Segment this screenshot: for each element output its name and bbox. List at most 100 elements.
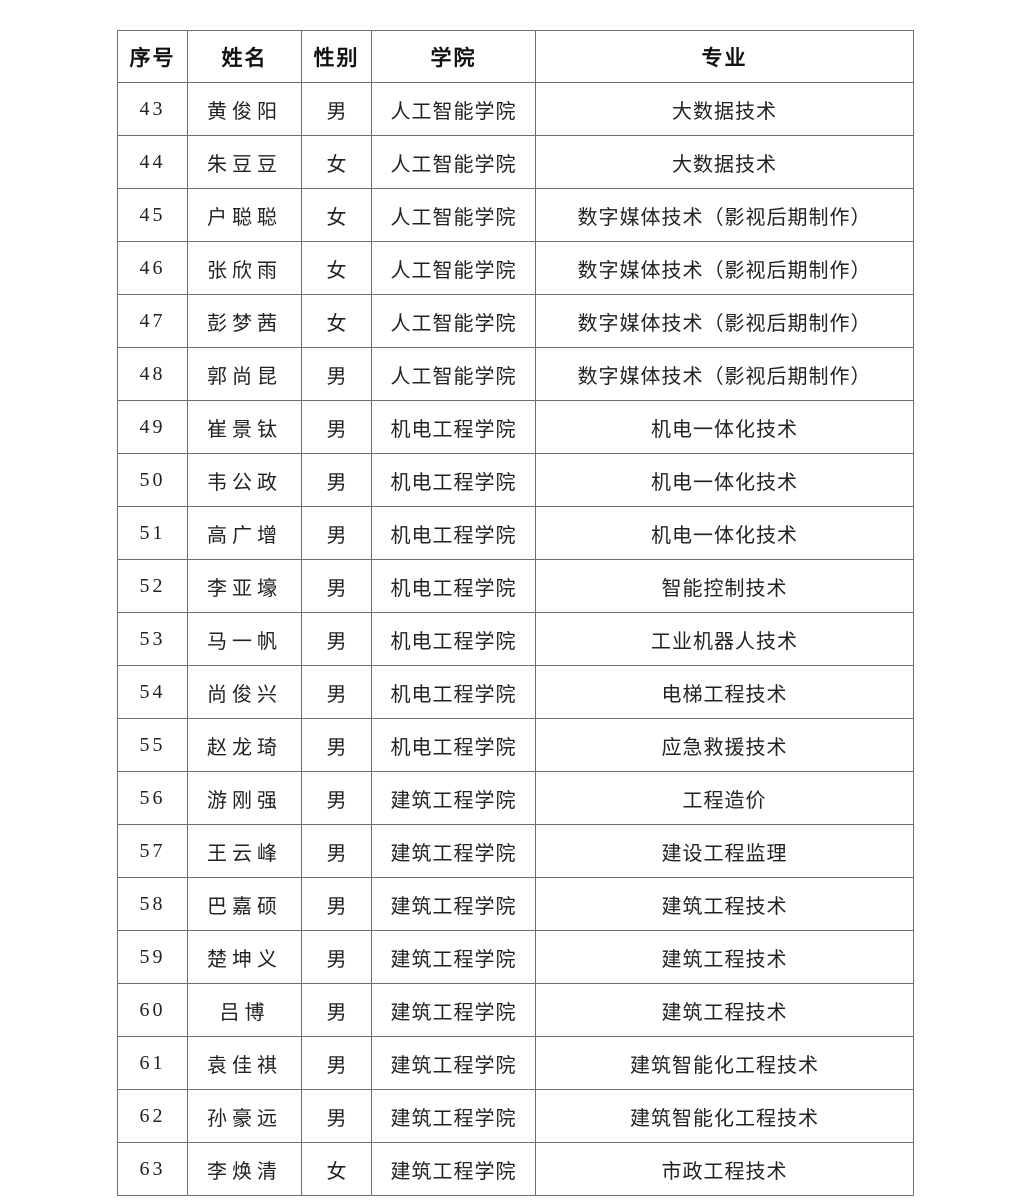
table-row: 54 尚俊兴男机电工程学院 电梯工程技术	[117, 665, 914, 719]
cell-major: 机电一体化技术	[535, 506, 914, 560]
cell-index: 58	[117, 877, 188, 931]
cell-name: 李亚壕	[187, 559, 302, 613]
cell-school: 人工智能学院	[371, 82, 536, 136]
cell-major: 应急救援技术	[535, 718, 914, 772]
table-row: 43 黄俊阳男人工智能学院 大数据技术	[117, 82, 914, 136]
cell-name: 李焕清	[187, 1142, 302, 1196]
cell-major: 建设工程监理	[535, 824, 914, 878]
cell-school: 机电工程学院	[371, 612, 536, 666]
cell-school: 建筑工程学院	[371, 1089, 536, 1143]
column-header-school: 学院	[371, 30, 536, 83]
column-header-gender: 性别	[301, 30, 372, 83]
cell-school: 机电工程学院	[371, 718, 536, 772]
cell-gender: 女	[301, 135, 372, 189]
cell-major: 建筑智能化工程技术	[535, 1089, 914, 1143]
cell-major: 机电一体化技术	[535, 400, 914, 454]
cell-index: 61	[117, 1036, 188, 1090]
cell-name: 朱豆豆	[187, 135, 302, 189]
cell-gender: 男	[301, 506, 372, 560]
cell-gender: 男	[301, 82, 372, 136]
cell-school: 建筑工程学院	[371, 824, 536, 878]
cell-gender: 男	[301, 771, 372, 825]
table-row: 61 袁佳祺男建筑工程学院 建筑智能化工程技术	[117, 1036, 914, 1090]
cell-index: 43	[117, 82, 188, 136]
cell-index: 46	[117, 241, 188, 295]
cell-name: 袁佳祺	[187, 1036, 302, 1090]
table-body: 43 黄俊阳男人工智能学院 大数据技术 44 朱豆豆女人工智能学院 大数据技术 45 户聪聪女…	[117, 82, 914, 1196]
cell-school: 人工智能学院	[371, 188, 536, 242]
cell-school: 建筑工程学院	[371, 1142, 536, 1196]
cell-major: 工业机器人技术	[535, 612, 914, 666]
cell-index: 52	[117, 559, 188, 613]
table-row: 44 朱豆豆女人工智能学院 大数据技术	[117, 135, 914, 189]
cell-name: 赵龙琦	[187, 718, 302, 772]
cell-gender: 男	[301, 930, 372, 984]
cell-school: 人工智能学院	[371, 241, 536, 295]
cell-index: 44	[117, 135, 188, 189]
cell-name: 郭尚昆	[187, 347, 302, 401]
table-row: 45 户聪聪女人工智能学院 数字媒体技术（影视后期制作）	[117, 188, 914, 242]
table-row: 51 高广增男机电工程学院 机电一体化技术	[117, 506, 914, 560]
cell-school: 机电工程学院	[371, 400, 536, 454]
cell-gender: 男	[301, 559, 372, 613]
cell-gender: 女	[301, 294, 372, 348]
table-header: 序号 姓名 性别 学院 专业	[117, 30, 914, 83]
cell-index: 55	[117, 718, 188, 772]
table-row: 60 吕博男建筑工程学院 建筑工程技术	[117, 983, 914, 1037]
cell-major: 大数据技术	[535, 82, 914, 136]
cell-index: 54	[117, 665, 188, 719]
cell-name: 楚坤义	[187, 930, 302, 984]
cell-index: 47	[117, 294, 188, 348]
cell-gender: 女	[301, 188, 372, 242]
table-row: 55 赵龙琦男机电工程学院 应急救援技术	[117, 718, 914, 772]
student-roster-table: 序号 姓名 性别 学院 专业 43 黄俊阳男人工智能学院 大数据技术 44 朱豆豆女人工…	[117, 30, 914, 1196]
cell-gender: 男	[301, 1036, 372, 1090]
table-header-row: 序号 姓名 性别 学院 专业	[117, 30, 914, 83]
cell-school: 人工智能学院	[371, 347, 536, 401]
column-header-major: 专业	[535, 30, 914, 83]
cell-school: 机电工程学院	[371, 506, 536, 560]
cell-major: 电梯工程技术	[535, 665, 914, 719]
cell-gender: 男	[301, 1089, 372, 1143]
cell-major: 建筑智能化工程技术	[535, 1036, 914, 1090]
table-row: 47 彭梦茜女人工智能学院 数字媒体技术（影视后期制作）	[117, 294, 914, 348]
cell-school: 建筑工程学院	[371, 771, 536, 825]
table-row: 50 韦公政男机电工程学院 机电一体化技术	[117, 453, 914, 507]
cell-major: 建筑工程技术	[535, 877, 914, 931]
cell-school: 人工智能学院	[371, 135, 536, 189]
table-row: 62 孙豪远男建筑工程学院 建筑智能化工程技术	[117, 1089, 914, 1143]
cell-major: 工程造价	[535, 771, 914, 825]
table-row: 52 李亚壕男机电工程学院 智能控制技术	[117, 559, 914, 613]
cell-major: 数字媒体技术（影视后期制作）	[535, 188, 914, 242]
cell-school: 机电工程学院	[371, 665, 536, 719]
cell-gender: 男	[301, 400, 372, 454]
cell-index: 63	[117, 1142, 188, 1196]
cell-name: 崔景钛	[187, 400, 302, 454]
cell-index: 53	[117, 612, 188, 666]
cell-name: 马一帆	[187, 612, 302, 666]
cell-gender: 女	[301, 1142, 372, 1196]
cell-major: 大数据技术	[535, 135, 914, 189]
cell-name: 吕博	[187, 983, 302, 1037]
cell-index: 45	[117, 188, 188, 242]
cell-major: 数字媒体技术（影视后期制作）	[535, 347, 914, 401]
cell-gender: 男	[301, 983, 372, 1037]
cell-school: 建筑工程学院	[371, 1036, 536, 1090]
cell-name: 王云峰	[187, 824, 302, 878]
cell-gender: 男	[301, 347, 372, 401]
cell-gender: 男	[301, 665, 372, 719]
cell-index: 57	[117, 824, 188, 878]
table-row: 48 郭尚昆男人工智能学院 数字媒体技术（影视后期制作）	[117, 347, 914, 401]
cell-gender: 女	[301, 241, 372, 295]
cell-major: 市政工程技术	[535, 1142, 914, 1196]
cell-name: 尚俊兴	[187, 665, 302, 719]
table-row: 57 王云峰男建筑工程学院 建设工程监理	[117, 824, 914, 878]
cell-name: 孙豪远	[187, 1089, 302, 1143]
table-row: 58 巴嘉硕男建筑工程学院 建筑工程技术	[117, 877, 914, 931]
cell-school: 机电工程学院	[371, 453, 536, 507]
cell-school: 人工智能学院	[371, 294, 536, 348]
cell-major: 建筑工程技术	[535, 930, 914, 984]
table-row: 49 崔景钛男机电工程学院 机电一体化技术	[117, 400, 914, 454]
table-row: 56 游刚强男建筑工程学院 工程造价	[117, 771, 914, 825]
cell-name: 游刚强	[187, 771, 302, 825]
